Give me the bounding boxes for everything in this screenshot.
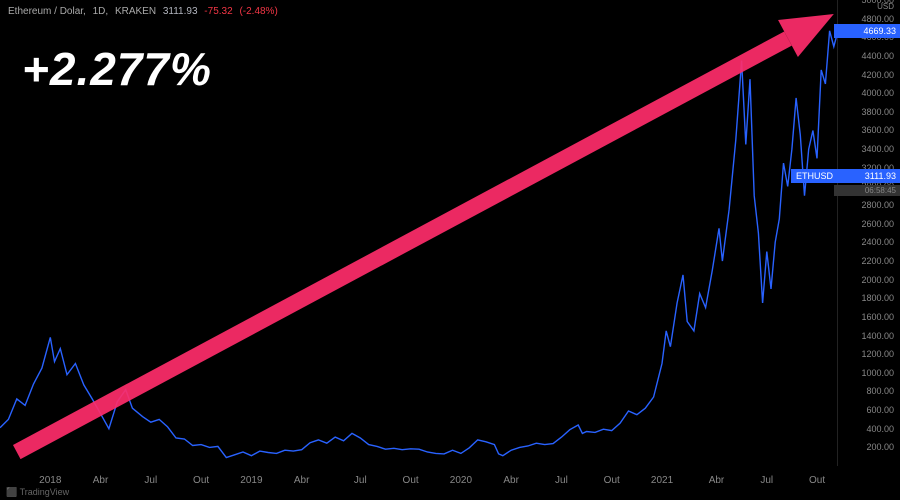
chart-root: Ethereum / Dolar, 1D, KRAKEN 3111.93 -75… [0, 0, 900, 500]
interval: 1D, [93, 6, 109, 17]
y-tick: 1000.00 [861, 368, 894, 378]
y-tick: 4800.00 [861, 14, 894, 24]
x-tick: 2019 [240, 475, 262, 486]
brand-footer: ⬛ TradingView [6, 487, 69, 498]
last-price: 3111.93 [163, 6, 198, 17]
change-pct-small: (-2.48%) [239, 6, 277, 17]
pair-name: Ethereum / Dolar, [8, 6, 86, 17]
y-tick: 1200.00 [861, 349, 894, 359]
x-tick: Out [193, 475, 209, 486]
y-tick: 2000.00 [861, 275, 894, 285]
x-tick: Out [604, 475, 620, 486]
y-tick: 3600.00 [861, 125, 894, 135]
change-abs: -75.32 [204, 6, 232, 17]
y-tick: 2800.00 [861, 200, 894, 210]
x-tick: Jul [760, 475, 773, 486]
x-tick: 2021 [651, 475, 673, 486]
x-tick: Abr [294, 475, 310, 486]
exchange: KRAKEN [115, 6, 156, 17]
x-tick: 2018 [39, 475, 61, 486]
y-tick: 3400.00 [861, 144, 894, 154]
y-axis: USD 200.00400.00600.00800.001000.001200.… [837, 0, 900, 466]
gain-annotation: +2.277% [22, 42, 212, 96]
price-tag-high: 4669.33 [834, 24, 900, 38]
tv-logo-icon: ⬛ [6, 487, 17, 497]
x-tick: Jul [354, 475, 367, 486]
y-tick: 5000.00 [861, 0, 894, 5]
x-tick: Jul [555, 475, 568, 486]
y-tick: 4000.00 [861, 88, 894, 98]
y-tick: 3800.00 [861, 107, 894, 117]
y-tick: 800.00 [866, 386, 894, 396]
countdown: 06:58:45 [834, 185, 900, 196]
x-tick: 2020 [450, 475, 472, 486]
symbol-header: Ethereum / Dolar, 1D, KRAKEN 3111.93 -75… [8, 6, 282, 17]
y-tick: 4400.00 [861, 51, 894, 61]
y-tick: 1400.00 [861, 331, 894, 341]
price-tag-current: 3111.93 [834, 169, 900, 183]
x-tick: Out [809, 475, 825, 486]
y-tick: 2400.00 [861, 237, 894, 247]
x-axis: 2018 Abr Jul Out 2019 Abr Jul Out 2020 Abr Jul Out 2… [0, 466, 838, 486]
x-tick: Out [403, 475, 419, 486]
x-tick: Jul [144, 475, 157, 486]
x-tick: Abr [93, 475, 109, 486]
y-tick: 4200.00 [861, 70, 894, 80]
y-tick: 1800.00 [861, 293, 894, 303]
y-tick: 600.00 [866, 405, 894, 415]
brand-text: TradingView [20, 487, 70, 497]
y-tick: 2600.00 [861, 219, 894, 229]
y-tick: 400.00 [866, 424, 894, 434]
y-tick: 2200.00 [861, 256, 894, 266]
y-tick: 1600.00 [861, 312, 894, 322]
x-tick: Abr [709, 475, 725, 486]
y-tick: 200.00 [866, 442, 894, 452]
x-tick: Abr [503, 475, 519, 486]
